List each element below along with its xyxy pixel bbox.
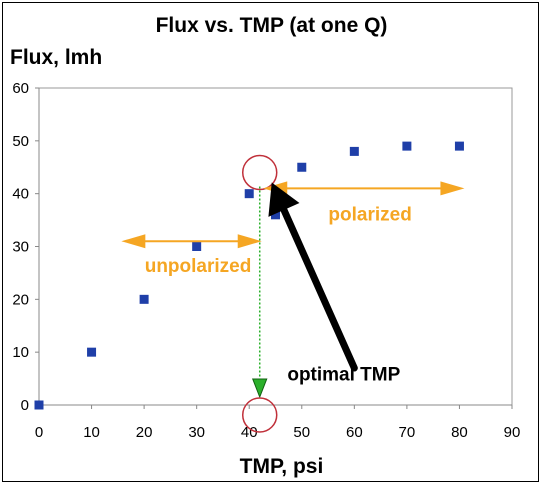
data-point [192, 242, 202, 251]
x-tick-label: 30 [188, 424, 205, 441]
y-tick-label: 40 [12, 186, 29, 203]
polarized-arrow-head-right [440, 181, 465, 196]
x-axis-label: TMP, psi [239, 455, 324, 478]
data-point [139, 294, 149, 304]
data-point [34, 400, 44, 410]
y-tick-label: 50 [12, 133, 29, 150]
x-tick-label: 0 [35, 424, 43, 441]
plot-area [38, 87, 513, 406]
data-point [402, 141, 412, 151]
x-tick-label: 60 [346, 424, 363, 441]
data-point [454, 141, 464, 151]
guide-arrowhead [252, 378, 268, 399]
data-point [87, 347, 97, 357]
y-tick-label: 30 [12, 239, 29, 256]
y-tick-label: 60 [12, 80, 29, 97]
polarized-label: polarized [328, 204, 411, 225]
unpolarized-arrow [121, 234, 262, 249]
x-tick-label: 50 [293, 424, 310, 441]
optimal-axis-circle [241, 397, 278, 433]
y-tick-label: 10 [12, 344, 29, 361]
data-points [34, 141, 464, 410]
optimal-arrow-shaft [280, 206, 358, 372]
annotations: unpolarized polarized optimal TMP [121, 154, 465, 433]
optimal-arrow-head [268, 182, 300, 217]
unpolarized-arrow-head-left [121, 234, 146, 249]
x-ticks: 0 10 20 30 40 50 60 70 80 90 [35, 405, 521, 441]
axes [38, 87, 513, 406]
x-tick-label: 70 [399, 424, 416, 441]
data-point [271, 210, 280, 220]
optimal-tmp-label: optimal TMP [287, 364, 400, 385]
x-tick-label: 90 [504, 424, 521, 441]
optimal-point-circle [241, 154, 278, 191]
x-tick-label: 10 [83, 424, 100, 441]
y-axis-label: Flux, lmh [10, 46, 103, 69]
data-point [297, 162, 307, 172]
data-point [349, 146, 359, 156]
y-tick-label: 20 [12, 291, 29, 308]
y-tick-label: 0 [21, 397, 29, 414]
x-tick-label: 20 [136, 424, 153, 441]
unpolarized-arrow-head-right [237, 234, 262, 249]
y-ticks: 0 10 20 30 40 50 60 [12, 80, 39, 414]
data-point [244, 189, 254, 199]
chart-title: Flux vs. TMP (at one Q) [155, 14, 388, 37]
x-tick-label: 80 [451, 424, 468, 441]
polarized-arrow [263, 181, 465, 196]
x-tick-label: 40 [241, 424, 258, 441]
unpolarized-label: unpolarized [145, 256, 252, 277]
